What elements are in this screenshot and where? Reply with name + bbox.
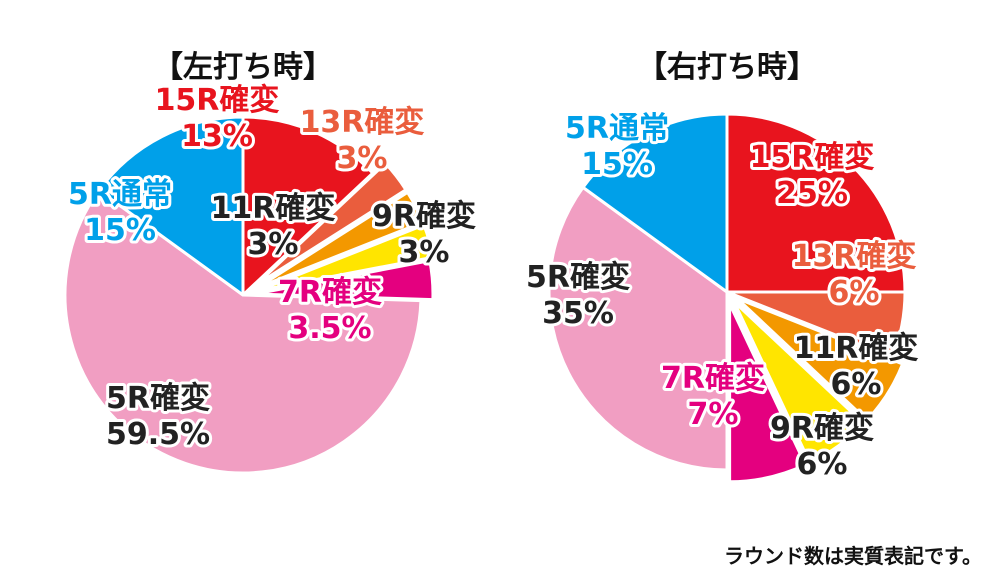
slice-label-name: 13R確変: [300, 105, 425, 140]
slice-label-value: 15%: [84, 213, 156, 248]
slice-label-value: 15%: [581, 147, 653, 182]
slice-label-value: 25%: [776, 176, 848, 211]
slice-label-name: 7R確変: [278, 275, 382, 310]
footnote: ラウンド数は実質表記です。: [724, 544, 982, 568]
slice-label-value: 13%: [181, 119, 253, 154]
slice-label-name: 5R確変: [106, 381, 210, 416]
pie-slice: [256, 223, 435, 293]
slice-label-name: 5R通常: [565, 111, 669, 146]
pie-slice: [581, 112, 729, 294]
slice-label-name: 11R確変: [794, 331, 919, 366]
pie-slice: [63, 188, 423, 475]
chart-title: 【右打ち時】: [637, 50, 817, 85]
pie-slice: [728, 302, 807, 484]
pie-slice: [732, 300, 866, 465]
slice-label-name: 15R確変: [155, 83, 280, 118]
slice-label-value: 35%: [542, 296, 614, 331]
slice-label-value: 3%: [248, 227, 299, 262]
slice-label-value: 6%: [829, 275, 880, 310]
slice-label-value: 6%: [797, 447, 848, 482]
slice-label-name: 9R確変: [770, 411, 874, 446]
pie-slice: [735, 296, 905, 422]
pie-slice: [241, 115, 375, 297]
pie-chart-2: 【右打ち時】15R確変25%13R確変6%11R確変6%9R確変6%7R確変7%…: [523, 50, 922, 485]
slice-label-value: 59.5%: [106, 417, 210, 452]
pie-slice: [97, 115, 245, 297]
slice-label-value: 3%: [399, 235, 450, 270]
slice-label-name: 9R確変: [372, 199, 476, 234]
slice-label-name: 13R確変: [792, 239, 917, 274]
slice-label-value: 7%: [688, 397, 739, 432]
slice-label-name: 15R確変: [750, 140, 875, 175]
pie-slice: [547, 185, 729, 472]
slice-label-value: 6%: [831, 367, 882, 402]
slice-label-name: 11R確変: [211, 191, 336, 226]
pie-slice: [725, 290, 907, 360]
slice-label-name: 5R通常: [68, 177, 172, 212]
pie-slice: [725, 112, 907, 294]
chart-title: 【左打ち時】: [153, 50, 333, 85]
pie-slice: [255, 190, 425, 290]
slice-label-value: 3.5%: [288, 311, 371, 346]
slice-label-name: 7R確変: [661, 361, 765, 396]
pie-slice: [253, 259, 435, 302]
pie-slice: [254, 161, 408, 287]
slice-label-name: 5R確変: [526, 260, 630, 295]
slice-label-value: 3%: [337, 141, 388, 176]
